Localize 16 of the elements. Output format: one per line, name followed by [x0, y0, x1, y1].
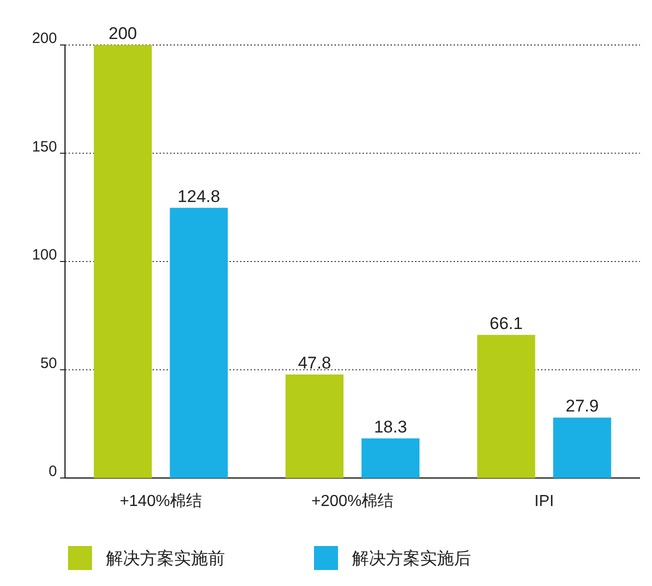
data-label: 200: [108, 24, 138, 43]
data-label: 124.8: [178, 186, 220, 206]
legend-label: 解决方案实施后: [352, 549, 471, 568]
data-label: 66.1: [490, 314, 523, 333]
data-label: 47.8: [298, 354, 332, 373]
y-tick-label: 50: [40, 354, 57, 372]
y-tick-label: 200: [32, 30, 57, 47]
x-tick-label: +140%棉结: [120, 492, 202, 510]
legend-label: 解决方案实施前: [106, 549, 225, 568]
y-tick-label: 100: [32, 246, 57, 264]
y-tick-label: 0: [48, 463, 57, 480]
x-tick-label: IPI: [534, 493, 554, 510]
data-label: 27.9: [566, 396, 599, 416]
x-tick-label: +200%棉结: [311, 492, 394, 510]
y-tick-label: 150: [32, 138, 57, 156]
data-label: 18.3: [374, 417, 408, 436]
